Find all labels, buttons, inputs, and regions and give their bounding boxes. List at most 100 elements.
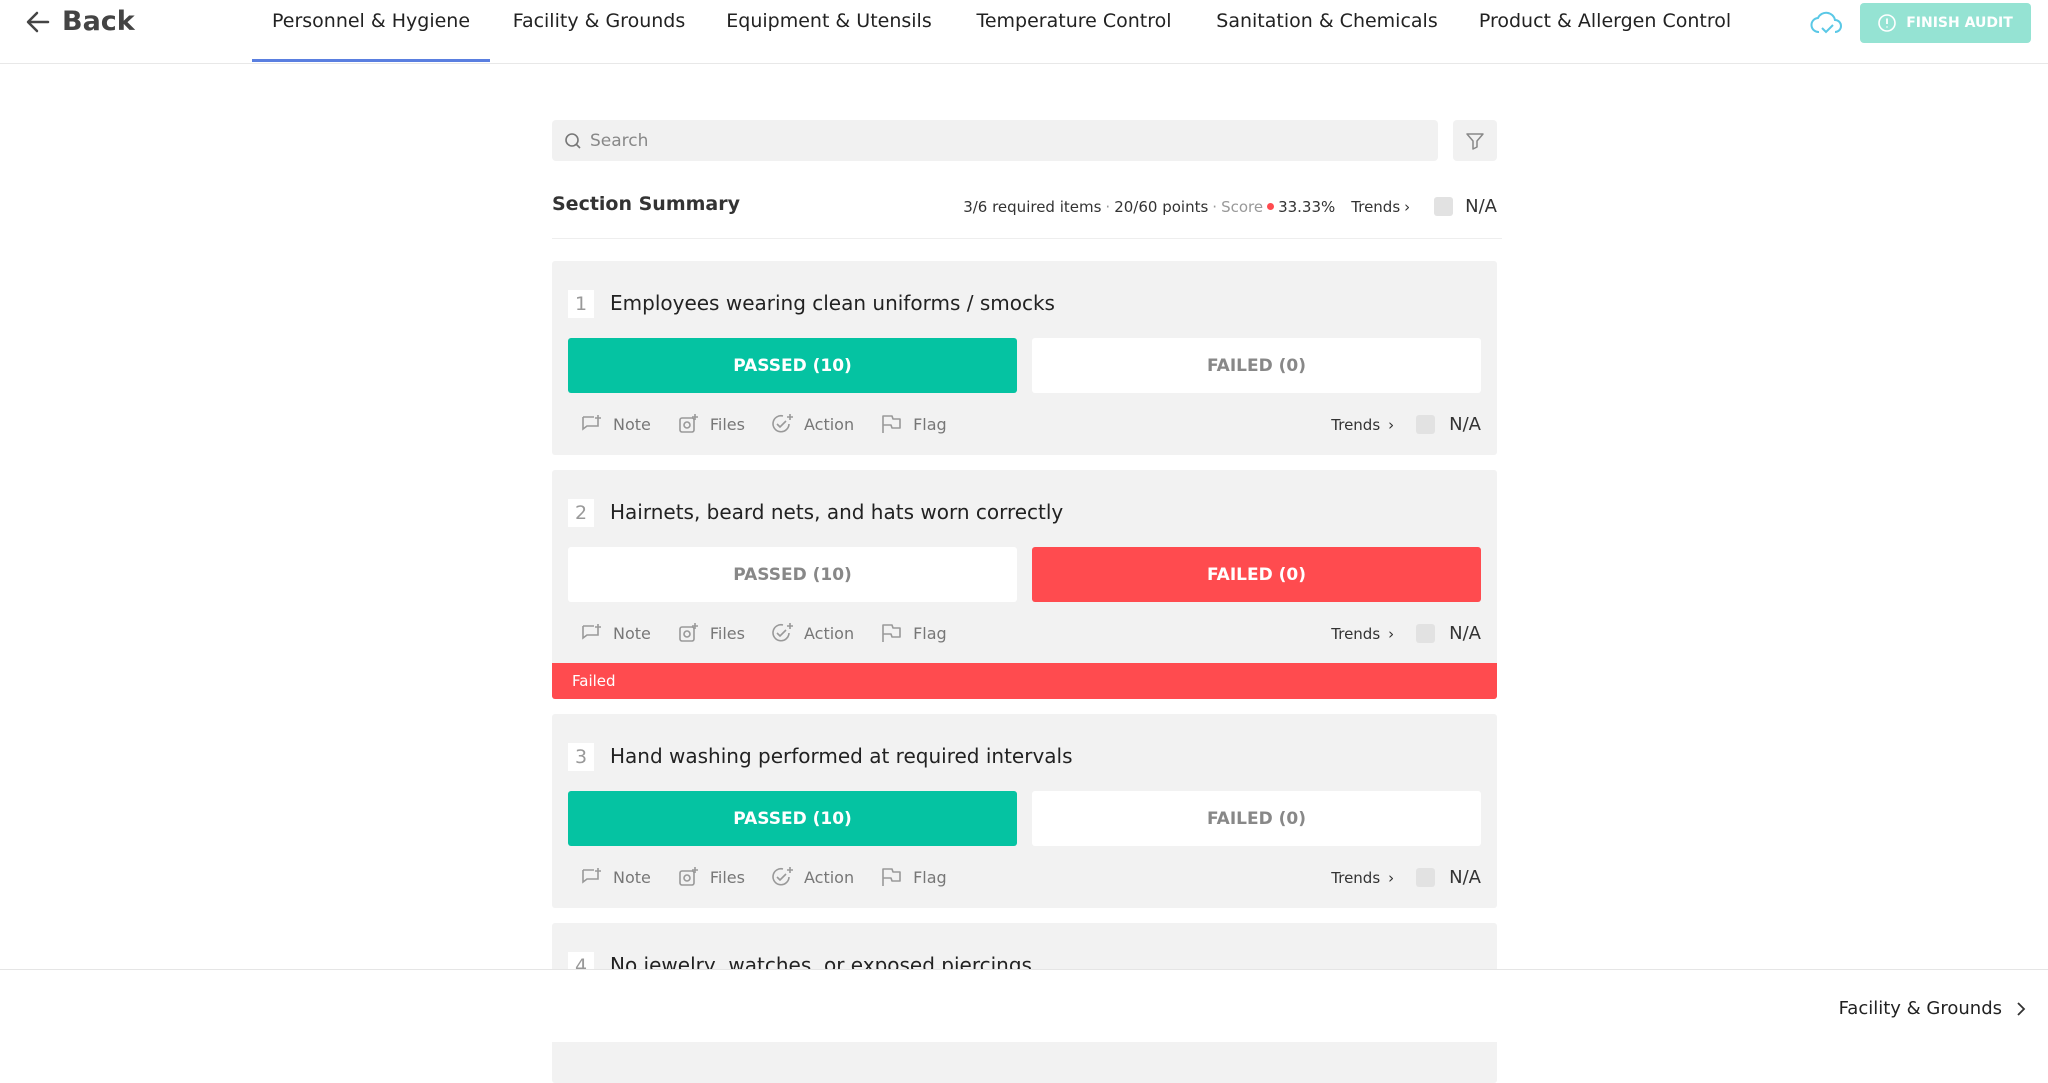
files-icon	[679, 623, 698, 642]
question-controls: Note Files Action Flag	[580, 413, 947, 435]
flag-icon	[882, 624, 901, 642]
question-number: 1	[568, 290, 594, 318]
finish-audit-button[interactable]: FINISH AUDIT	[1860, 3, 2031, 43]
tab[interactable]: Sanitation & Chemicals	[1216, 10, 1438, 32]
files-label: Files	[709, 867, 745, 887]
na-checkbox[interactable]	[1416, 415, 1436, 434]
note-control[interactable]: Note	[580, 622, 651, 644]
next-section-label: Facility & Grounds	[1838, 998, 2002, 1019]
files-label: Files	[709, 623, 745, 643]
section-summary-stats: 3/6 required items · 20/60 points · Scor…	[963, 196, 1497, 217]
score-value: 33.33%	[1278, 197, 1336, 216]
flag-icon	[882, 868, 901, 886]
na-label: N/A	[1449, 623, 1481, 644]
action-control[interactable]: Action	[771, 866, 854, 888]
question-title: Hairnets, beard nets, and hats worn corr…	[610, 500, 1064, 524]
question-card: 1 Employees wearing clean uniforms / smoc…	[552, 261, 1497, 455]
search-placeholder: Search	[590, 130, 649, 151]
flag-label: Flag	[913, 414, 947, 434]
question-title: Hand washing performed at required inter…	[610, 744, 1073, 768]
next-section-button[interactable]: Facility & Grounds	[1839, 998, 2026, 1019]
chevron: ›	[1388, 868, 1395, 887]
action-control[interactable]: Action	[771, 622, 854, 644]
na-checkbox[interactable]	[1416, 624, 1436, 643]
failed-button[interactable]: FAILED (0)	[1032, 547, 1481, 602]
trends-link[interactable]: Trends	[1351, 197, 1401, 216]
failed-button[interactable]: FAILED (0)	[1032, 791, 1481, 846]
tab[interactable]: Product & Allergen Control	[1478, 10, 1732, 32]
files-control[interactable]: Files	[677, 866, 745, 888]
na-checkbox[interactable]	[1434, 197, 1454, 216]
na-label: N/A	[1449, 414, 1481, 435]
tab[interactable]: Personnel & Hygiene	[271, 10, 471, 32]
question-controls: Note Files Action Flag	[580, 622, 947, 644]
back-arrow-icon	[26, 11, 50, 32]
tab[interactable]: Equipment & Utensils	[726, 10, 932, 32]
separator: ·	[1105, 197, 1111, 216]
flag-control[interactable]: Flag	[880, 413, 947, 435]
note-icon	[582, 868, 601, 884]
chevron: ›	[1388, 415, 1395, 434]
sync-cloud-icon[interactable]	[1810, 8, 1844, 38]
action-label: Action	[803, 414, 855, 434]
passed-button[interactable]: PASSED (10)	[568, 791, 1017, 846]
note-label: Note	[613, 414, 651, 434]
note-label: Note	[613, 867, 651, 887]
back-label: Back	[62, 6, 135, 37]
question-controls: Note Files Action Flag	[580, 866, 947, 888]
passed-button[interactable]: PASSED (10)	[568, 547, 1017, 602]
chevron: ›	[1404, 197, 1411, 216]
top-bar: Back Personnel & Hygiene Facility & Groun…	[0, 0, 2048, 64]
trends-link[interactable]: Trends	[1331, 415, 1381, 434]
failed-button[interactable]: FAILED (0)	[1032, 338, 1481, 393]
flag-label: Flag	[913, 867, 947, 887]
note-icon	[582, 624, 601, 640]
chevron: ›	[1388, 624, 1395, 643]
filter-icon	[1466, 132, 1484, 150]
section-summary-title: Section Summary	[552, 193, 741, 215]
question-card: 3 Hand washing performed at required inte…	[552, 714, 1497, 908]
passed-button[interactable]: PASSED (10)	[568, 338, 1017, 393]
question-number: 2	[568, 499, 594, 527]
na-label: N/A	[1449, 867, 1481, 888]
na-label: N/A	[1465, 196, 1497, 217]
question-title: Employees wearing clean uniforms / smock…	[610, 291, 1055, 315]
question-card: 2 Hairnets, beard nets, and hats worn cor…	[552, 470, 1497, 699]
files-control[interactable]: Files	[677, 622, 745, 644]
action-control[interactable]: Action	[771, 413, 854, 435]
filter-button[interactable]	[1453, 120, 1497, 161]
files-icon	[679, 867, 698, 886]
flag-label: Flag	[913, 623, 947, 643]
files-icon	[679, 414, 698, 433]
separator: ·	[1212, 197, 1218, 216]
trends-link[interactable]: Trends	[1331, 868, 1381, 887]
note-control[interactable]: Note	[580, 413, 651, 435]
question-right-controls: Trends › N/A	[1331, 623, 1481, 644]
files-control[interactable]: Files	[677, 413, 745, 435]
tab[interactable]: Temperature Control	[976, 10, 1172, 32]
active-tab-underline	[252, 59, 490, 62]
flag-control[interactable]: Flag	[880, 866, 947, 888]
flag-control[interactable]: Flag	[880, 622, 947, 644]
flag-icon	[882, 415, 901, 433]
question-right-controls: Trends › N/A	[1331, 414, 1481, 435]
score-label: Score	[1221, 197, 1264, 216]
chevron-icon	[2017, 1001, 2026, 1016]
note-control[interactable]: Note	[580, 866, 651, 888]
action-icon	[772, 623, 793, 642]
trends-link[interactable]: Trends	[1331, 624, 1381, 643]
na-checkbox[interactable]	[1416, 868, 1436, 887]
info-icon	[1878, 14, 1897, 32]
question-number: 3	[568, 743, 594, 771]
footer-bar: Facility & Grounds	[0, 969, 2048, 1042]
action-icon	[772, 867, 793, 886]
search-icon	[565, 132, 581, 149]
action-label: Action	[803, 623, 855, 643]
action-label: Action	[803, 867, 855, 887]
question-right-controls: Trends › N/A	[1331, 867, 1481, 888]
finish-audit-label: FINISH AUDIT	[1906, 15, 2013, 31]
search-box[interactable]: Search	[552, 120, 1438, 161]
back-button[interactable]: Back	[26, 6, 135, 37]
tab[interactable]: Facility & Grounds	[512, 10, 686, 32]
